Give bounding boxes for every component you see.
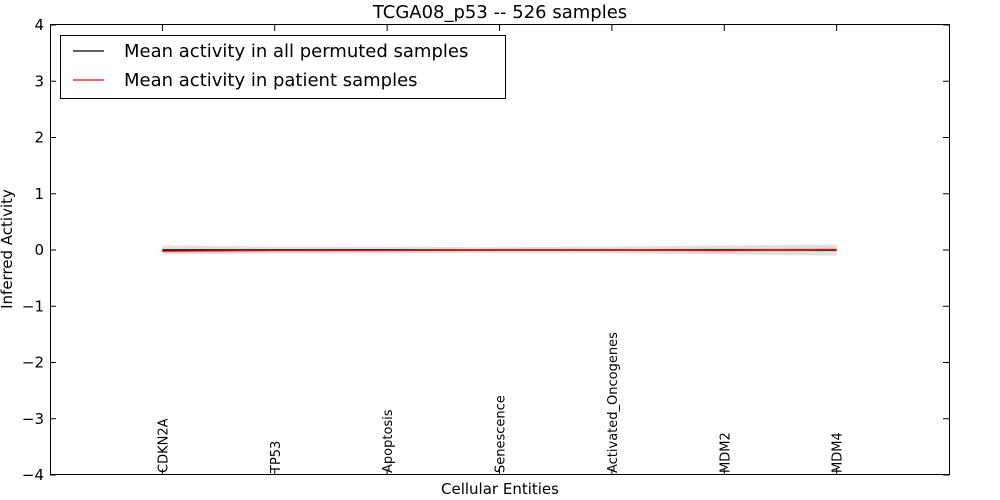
x-tick-label: Senescence	[494, 395, 509, 473]
y-tick-label: 1	[34, 185, 44, 203]
x-tick-label: Apoptosis	[381, 409, 396, 473]
legend: Mean activity in all permuted samples Mea…	[60, 35, 506, 99]
chart-title: TCGA08_p53 -- 526 samples	[372, 2, 627, 23]
y-tick-label: 2	[34, 129, 44, 147]
y-tick-label: −3	[22, 410, 44, 428]
x-tick-label: CDKN2A	[156, 418, 171, 473]
x-axis-label: Cellular Entities	[441, 480, 559, 498]
y-tick-label: 0	[34, 241, 44, 259]
series-lines	[162, 248, 837, 252]
legend-box	[60, 35, 506, 99]
y-tick-label: −4	[22, 466, 44, 484]
y-tick-label: 3	[34, 72, 44, 90]
y-tick-label: −2	[22, 354, 44, 372]
x-tick-label: MDM2	[718, 432, 733, 473]
legend-label-1: Mean activity in patient samples	[124, 70, 418, 91]
x-tick-label: Activated_Oncogenes	[606, 332, 621, 473]
y-axis: 4 3 2 1 0 −1 −2 −3 −4	[22, 16, 949, 484]
x-axis: CDKN2A TP53 Apoptosis Senescence Activated_O…	[156, 25, 846, 475]
y-tick-label: −1	[22, 297, 44, 315]
x-tick-label: TP53	[269, 441, 284, 474]
x-tick-label: MDM4	[831, 432, 846, 473]
series-line-1	[162, 248, 837, 252]
y-axis-label: Inferred Activity	[0, 189, 16, 309]
y-tick-label: 4	[34, 16, 44, 34]
legend-label-0: Mean activity in all permuted samples	[124, 41, 468, 62]
